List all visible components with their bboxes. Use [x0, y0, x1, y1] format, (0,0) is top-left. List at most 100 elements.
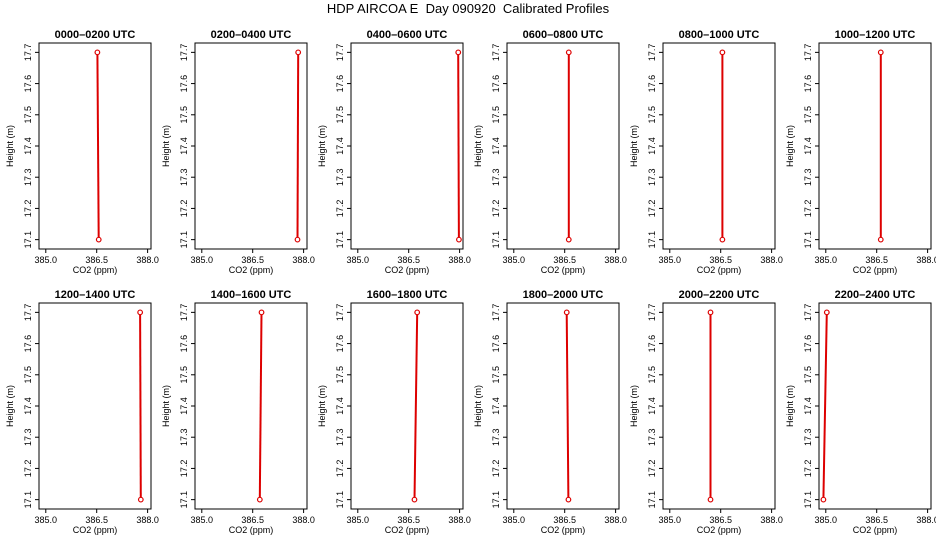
y-tick-label: 17.1 — [647, 491, 657, 509]
data-point — [823, 309, 830, 316]
plot-frame — [194, 42, 308, 250]
data-point — [95, 236, 102, 243]
panel-title: 1400–1600 UTC — [211, 289, 292, 301]
data-point — [294, 236, 301, 243]
y-tick-label: 17.4 — [647, 397, 657, 415]
y-tick-label: 17.2 — [23, 200, 33, 218]
plot-frame — [38, 302, 152, 510]
x-tick-label: 385.0 — [35, 255, 58, 265]
x-axis-label: CO2 (ppm) — [385, 525, 430, 535]
y-tick-label: 17.5 — [23, 106, 33, 124]
x-tick-label: 385.0 — [659, 515, 682, 525]
y-tick-label: 17.1 — [491, 231, 501, 249]
data-point — [565, 236, 572, 243]
panel-title: 0200–0400 UTC — [211, 29, 292, 41]
y-tick-label: 17.7 — [23, 44, 33, 62]
y-tick-label: 17.3 — [491, 168, 501, 186]
panel-title: 0400–0600 UTC — [367, 29, 448, 41]
x-axis-label: CO2 (ppm) — [697, 525, 742, 535]
y-tick-label: 17.4 — [803, 137, 813, 155]
x-tick-label: 385.0 — [815, 515, 838, 525]
x-axis-label: CO2 (ppm) — [853, 265, 898, 275]
y-tick-label: 17.2 — [179, 460, 189, 478]
chart-panel: 0400–0600 UTC 385.0 386.5 388.0 CO2 (ppm) 17.… — [317, 29, 471, 275]
chart-panel: 1400–1600 UTC 385.0 386.5 388.0 CO2 (ppm) 17.… — [161, 289, 315, 535]
x-tick-label: 385.0 — [815, 255, 838, 265]
y-tick-label: 17.2 — [491, 200, 501, 218]
x-tick-label: 388.0 — [292, 515, 315, 525]
y-tick-label: 17.7 — [335, 44, 345, 62]
x-tick-label: 385.0 — [191, 255, 214, 265]
y-tick-label: 17.5 — [335, 366, 345, 384]
y-tick-label: 17.6 — [23, 75, 33, 93]
profile-line — [139, 312, 142, 500]
data-point — [820, 496, 827, 503]
y-tick-label: 17.3 — [491, 428, 501, 446]
plot-frame — [506, 302, 620, 510]
y-axis-label: Height (m) — [785, 385, 795, 427]
data-point — [258, 309, 265, 316]
chart-panel: 1800–2000 UTC 385.0 386.5 388.0 CO2 (ppm) 17.… — [473, 289, 627, 535]
y-tick-label: 17.6 — [647, 335, 657, 353]
y-tick-label: 17.5 — [179, 366, 189, 384]
x-tick-label: 386.5 — [397, 515, 420, 525]
x-tick-label: 385.0 — [191, 515, 214, 525]
chart-panel: 0800–1000 UTC 385.0 386.5 388.0 CO2 (ppm) 17.… — [629, 29, 783, 275]
y-tick-label: 17.2 — [23, 460, 33, 478]
y-tick-label: 17.2 — [803, 460, 813, 478]
plot-frame — [662, 302, 776, 510]
y-tick-label: 17.1 — [803, 491, 813, 509]
x-tick-label: 385.0 — [347, 515, 370, 525]
data-point — [411, 496, 418, 503]
y-axis-label: Height (m) — [629, 125, 639, 167]
data-point — [94, 49, 101, 56]
y-axis-label: Height (m) — [5, 385, 15, 427]
y-tick-label: 17.7 — [803, 304, 813, 322]
data-point — [137, 496, 144, 503]
x-tick-label: 385.0 — [347, 255, 370, 265]
y-tick-label: 17.7 — [491, 44, 501, 62]
panel-title: 1600–1800 UTC — [367, 289, 448, 301]
x-tick-label: 388.0 — [760, 515, 783, 525]
y-tick-label: 17.2 — [179, 200, 189, 218]
chart-panel: 0200–0400 UTC 385.0 386.5 388.0 CO2 (ppm) 17.… — [161, 29, 315, 275]
x-tick-label: 385.0 — [503, 255, 526, 265]
chart-panel: 0600–0800 UTC 385.0 386.5 388.0 CO2 (ppm) 17.… — [473, 29, 627, 275]
data-point — [707, 309, 714, 316]
x-tick-label: 386.5 — [553, 255, 576, 265]
data-point — [565, 496, 572, 503]
x-tick-label: 386.5 — [241, 515, 264, 525]
x-tick-label: 386.5 — [241, 255, 264, 265]
y-tick-label: 17.1 — [647, 231, 657, 249]
plot-frame — [38, 42, 152, 250]
y-tick-label: 17.2 — [491, 460, 501, 478]
y-tick-label: 17.4 — [647, 137, 657, 155]
x-tick-label: 388.0 — [760, 255, 783, 265]
data-point — [455, 49, 462, 56]
x-axis-label: CO2 (ppm) — [385, 265, 430, 275]
y-tick-label: 17.3 — [179, 168, 189, 186]
plot-frame — [662, 42, 776, 250]
y-tick-label: 17.1 — [803, 231, 813, 249]
data-point — [719, 236, 726, 243]
y-tick-label: 17.4 — [179, 397, 189, 415]
y-tick-label: 17.6 — [179, 75, 189, 93]
y-axis-label: Height (m) — [473, 125, 483, 167]
y-tick-label: 17.7 — [647, 44, 657, 62]
y-tick-label: 17.6 — [335, 335, 345, 353]
chart-panel: 2000–2200 UTC 385.0 386.5 388.0 CO2 (ppm) 17.… — [629, 289, 783, 535]
plot-frame — [194, 302, 308, 510]
data-point — [295, 49, 302, 56]
figure-title: HDP AIRCOA E Day 090920 Calibrated Profi… — [326, 1, 610, 16]
y-tick-label: 17.3 — [23, 168, 33, 186]
y-tick-label: 17.5 — [491, 366, 501, 384]
panel-title: 0800–1000 UTC — [679, 29, 760, 41]
y-tick-label: 17.6 — [491, 335, 501, 353]
plot-frame — [350, 42, 464, 250]
profile-line — [413, 312, 419, 500]
y-tick-label: 17.5 — [647, 106, 657, 124]
y-tick-label: 17.6 — [23, 335, 33, 353]
y-tick-label: 17.2 — [647, 460, 657, 478]
profile-line — [457, 52, 460, 240]
